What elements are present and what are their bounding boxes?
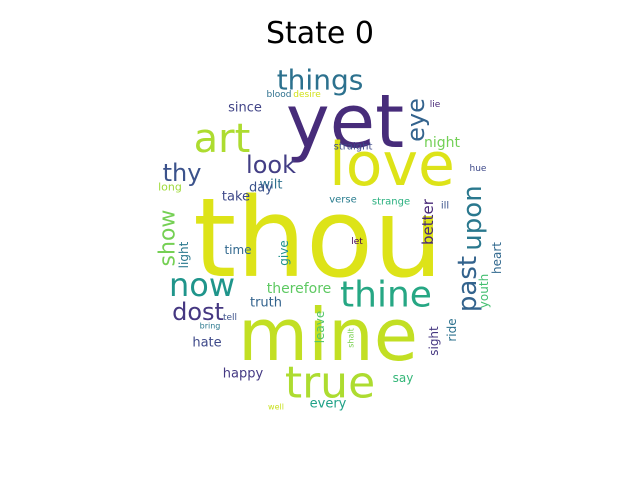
word-therefore: therefore [267,281,332,297]
word-sight: sight [427,326,441,356]
word-desire: desire [293,90,321,100]
word-ride: ride [445,318,459,341]
word-verse: verse [329,195,357,206]
word-well: well [268,403,284,412]
word-heart: heart [490,242,504,274]
word-night: night [424,135,461,151]
word-happy: happy [223,367,264,382]
word-art: art [194,116,251,162]
word-tell: tell [223,313,237,323]
word-thy: thy [163,159,202,187]
word-truth: truth [250,296,282,311]
word-look: look [246,151,296,179]
word-eye: eye [402,98,430,142]
word-upon: upon [458,185,488,250]
word-let: let [351,237,363,247]
word-lie: lie [430,100,441,110]
word-thou: thou [193,174,443,302]
word-long: long [158,181,182,194]
word-strange: strange [372,197,410,208]
word-hate: hate [192,336,221,351]
word-time: time [224,243,251,257]
word-yet: yet [286,79,404,165]
word-wilt: wilt [260,178,283,193]
word-since: since [228,101,262,116]
word-mine: mine [238,293,418,377]
word-past: past [453,256,483,312]
word-shalt: shalt [347,328,356,348]
word-hue: hue [470,164,487,174]
word-better: better [419,198,437,245]
word-say: say [393,371,414,385]
word-true: true [285,358,375,409]
word-every: every [310,397,347,412]
word-thine: thine [340,275,432,316]
word-things: things [277,64,364,97]
word-take: take [222,190,250,205]
word-dost: dost [172,298,224,326]
chart-title: State 0 [265,16,375,51]
word-ill: ill [441,201,449,212]
word-blood: blood [267,90,292,100]
word-straight: straight [334,142,373,153]
word-now: now [169,266,235,304]
word-youth: youth [477,274,491,308]
word-give: give [277,240,291,265]
word-day: day [249,181,273,196]
word-show: show [156,210,181,267]
word-bring: bring [200,322,221,331]
word-love: love [329,130,455,200]
word-light: light [177,241,191,268]
word-leave: leave [313,311,327,344]
